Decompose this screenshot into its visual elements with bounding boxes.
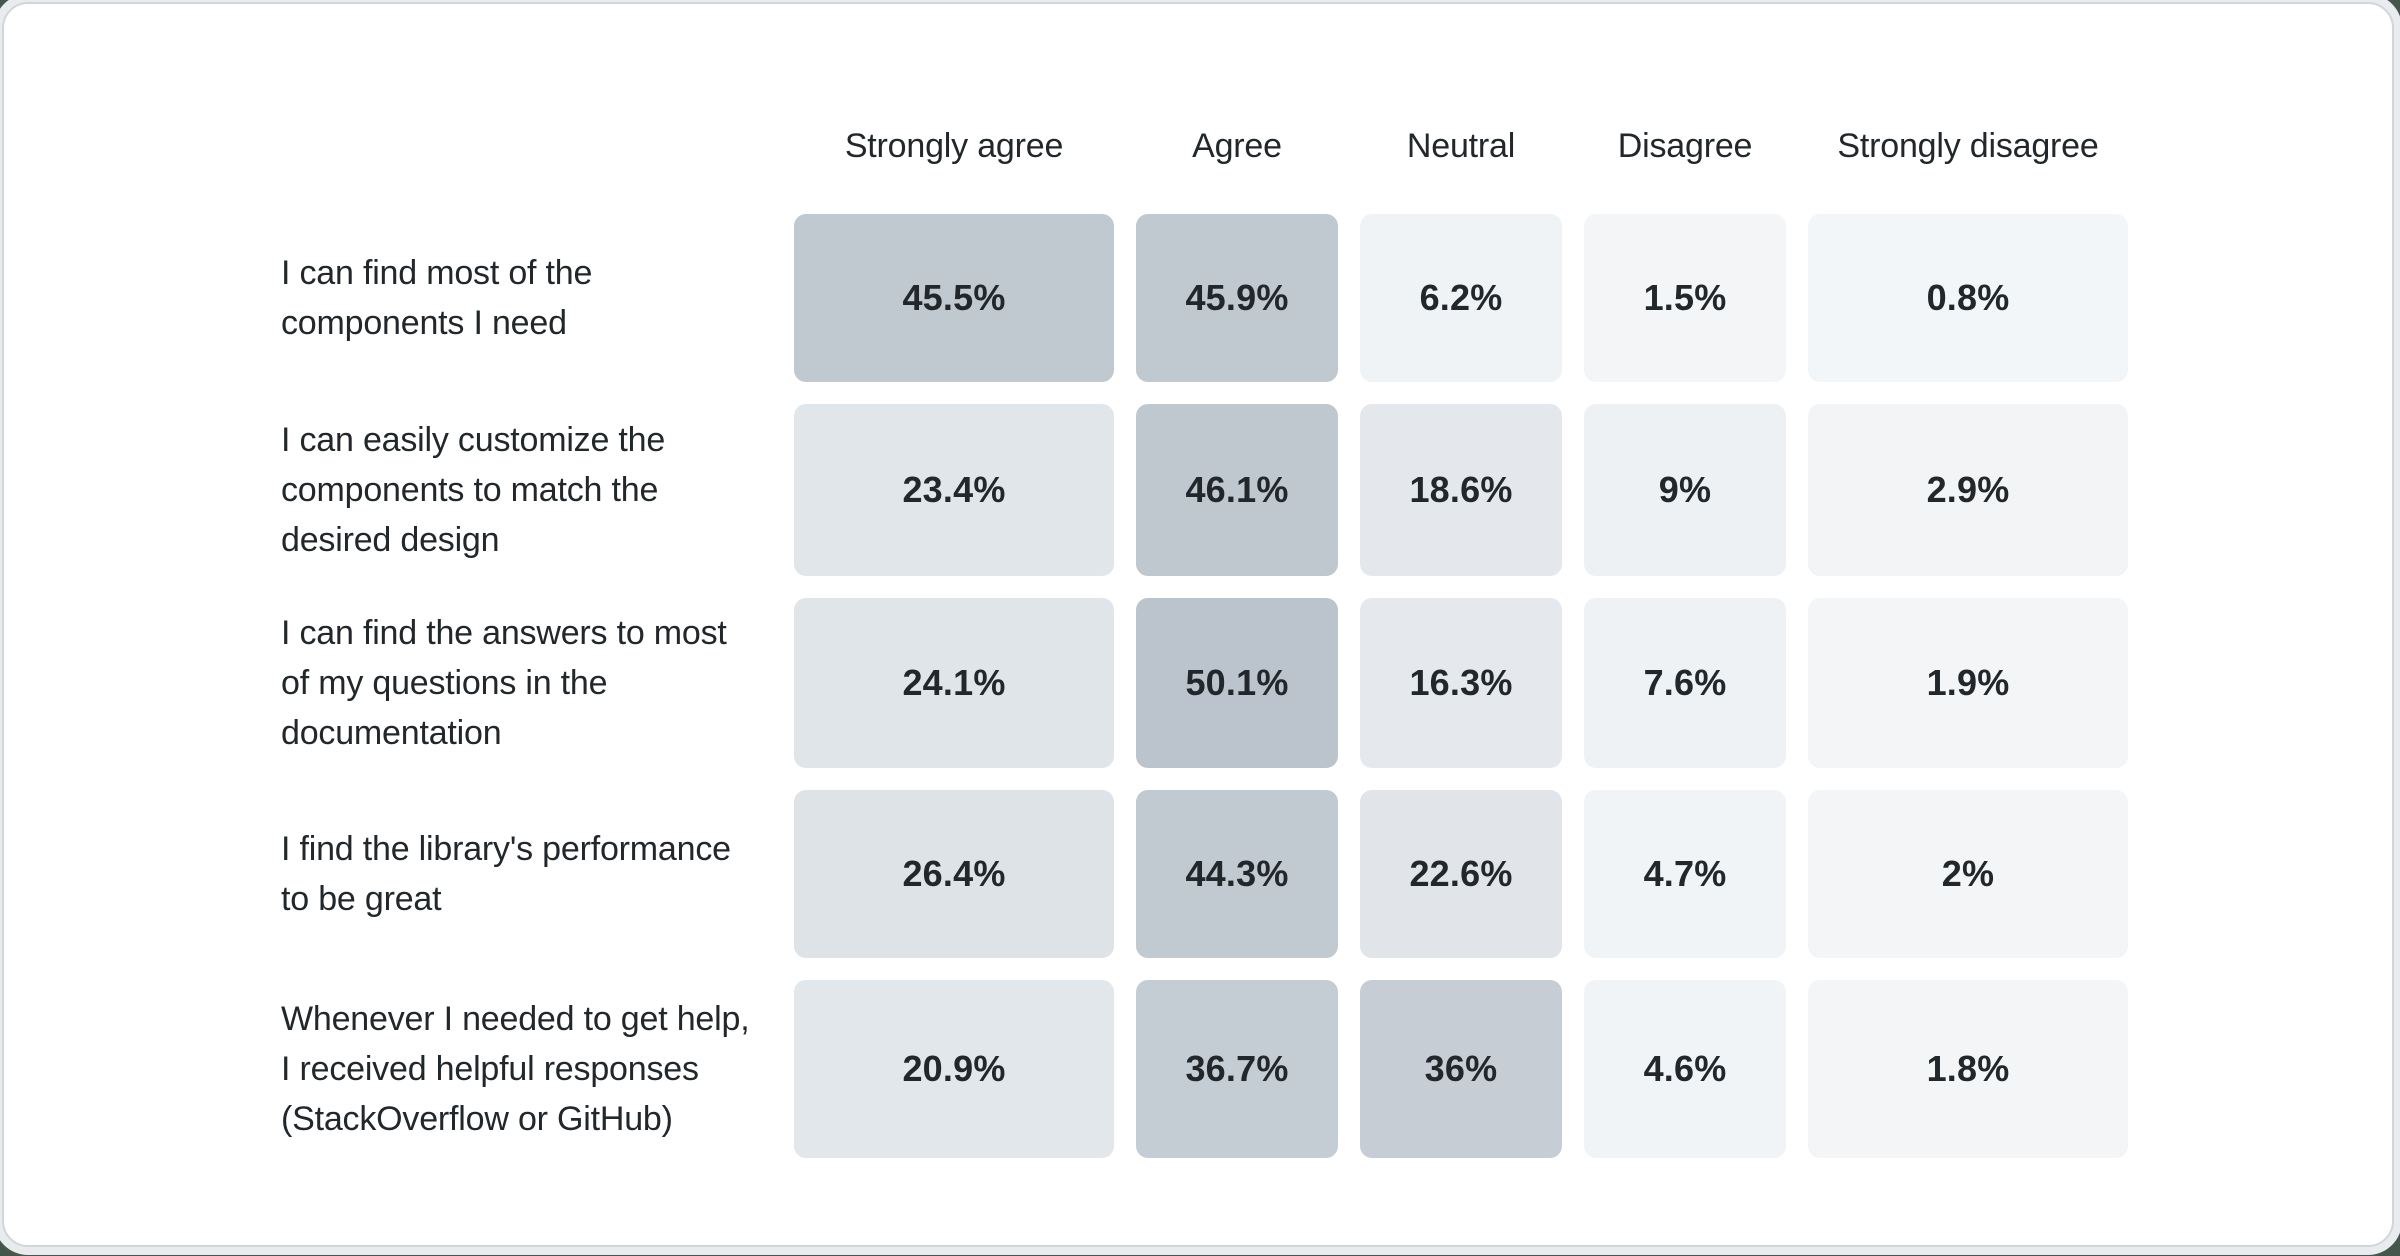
heatmap-cell: 4.6% [1584,980,1786,1158]
row-label: I can easily customize the components to… [4,404,772,576]
row-label-line: I can easily customize the [281,421,666,459]
row-label-line: components I need [281,304,567,342]
column-header-neutral: Neutral [1406,127,1516,165]
heatmap-cell: 7.6% [1584,598,1786,768]
row-label: I find the library's performance to be g… [4,790,772,958]
row-label-line: I can find most of the [281,254,593,292]
heatmap-cell: 45.9% [1136,214,1338,382]
heatmap-cell: 24.1% [794,598,1114,768]
heatmap-cell: 2.9% [1808,404,2128,576]
heatmap-cell: 45.5% [794,214,1114,382]
row-label-line: of my questions in the [281,664,608,702]
heatmap-cell: 16.3% [1360,598,1562,768]
heatmap-cell: 36.7% [1136,980,1338,1158]
row-label: Whenever I needed to get help, I receive… [4,980,772,1158]
heatmap-cell: 4.7% [1584,790,1786,958]
row-label: I can find most of the components I need [4,214,772,382]
heatmap-cell: 22.6% [1360,790,1562,958]
row-label-line: I received helpful responses [281,1050,699,1088]
heatmap-cell: 23.4% [794,404,1114,576]
row-label-line: components to match the [281,471,659,509]
row-label-line: (StackOverflow or GitHub) [281,1100,673,1138]
heatmap-cell: 1.8% [1808,980,2128,1158]
heatmap-cell: 0.8% [1808,214,2128,382]
column-header-disagree: Disagree [1617,127,1753,165]
heatmap-cell: 44.3% [1136,790,1338,958]
heatmap-cell: 26.4% [794,790,1114,958]
heatmap-cell: 1.5% [1584,214,1786,382]
heatmap-cell: 46.1% [1136,404,1338,576]
row-label-line: desired design [281,521,500,559]
row-label-line: Whenever I needed to get help, [281,1000,750,1038]
heatmap-cell: 6.2% [1360,214,1562,382]
heatmap-cell: 18.6% [1360,404,1562,576]
likert-column-headers: Strongly agree Agree Neutral Disagree St… [794,122,2128,170]
heatmap-cell: 20.9% [794,980,1114,1158]
row-label-line: I can find the answers to most [281,614,727,652]
row-label-line: to be great [281,880,442,918]
row-label-line: documentation [281,714,502,752]
heatmap-cell: 9% [1584,404,1786,576]
column-header-strongly-agree: Strongly agree [844,127,1064,165]
row-label: I can find the answers to most of my que… [4,598,772,768]
heatmap-cell: 2% [1808,790,2128,958]
row-label-line: I find the library's performance [281,830,731,868]
column-header-strongly-disagree: Strongly disagree [1837,127,2099,165]
column-header-agree: Agree [1192,127,1282,165]
heatmap-cell: 50.1% [1136,598,1338,768]
heatmap-cell: 36% [1360,980,1562,1158]
heatmap-cell: 1.9% [1808,598,2128,768]
survey-heatmap-grid: I can find most of the components I need… [4,214,2128,1158]
